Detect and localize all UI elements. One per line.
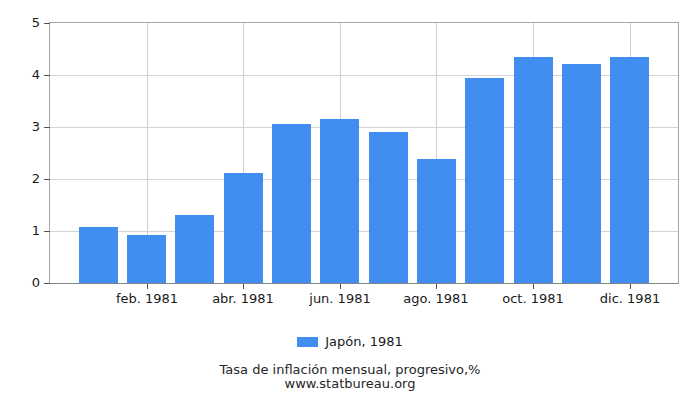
plot-area: [49, 22, 679, 284]
x-tick-mark: [340, 284, 341, 289]
y-tick-label: 3: [0, 119, 40, 135]
bar: [562, 64, 601, 283]
legend: Japón, 1981: [0, 334, 700, 349]
y-tick-label: 4: [0, 67, 40, 83]
chart-source-url: www.statbureau.org: [0, 377, 700, 391]
bar: [127, 235, 166, 283]
x-tick-label: feb. 1981: [102, 291, 192, 307]
x-tick-label: dic. 1981: [585, 291, 675, 307]
y-tick-label: 2: [0, 171, 40, 187]
y-tick-mark: [44, 75, 50, 76]
chart-footer: Tasa de inflación mensual, progresivo,% …: [0, 363, 700, 391]
x-tick-label: jun. 1981: [295, 291, 385, 307]
x-tick-label: abr. 1981: [198, 291, 288, 307]
legend-label: Japón, 1981: [325, 334, 403, 349]
bar: [610, 57, 649, 283]
y-tick-mark: [44, 23, 50, 24]
legend-color-swatch: [297, 337, 318, 347]
y-tick-mark: [44, 127, 50, 128]
y-tick-label: 0: [0, 275, 40, 291]
y-tick-mark: [44, 283, 50, 284]
x-tick-mark: [243, 284, 244, 289]
bar: [272, 124, 311, 283]
bar: [79, 227, 118, 283]
x-tick-label: oct. 1981: [488, 291, 578, 307]
x-tick-mark: [147, 284, 148, 289]
bar: [417, 159, 456, 283]
y-tick-label: 1: [0, 223, 40, 239]
chart-title: Tasa de inflación mensual, progresivo,%: [0, 363, 700, 377]
x-tick-mark: [533, 284, 534, 289]
x-tick-mark: [436, 284, 437, 289]
bar: [175, 215, 214, 283]
y-tick-label: 5: [0, 15, 40, 31]
y-tick-mark: [44, 231, 50, 232]
bar: [369, 132, 408, 283]
bar: [465, 78, 504, 283]
x-tick-mark: [630, 284, 631, 289]
bar: [320, 119, 359, 283]
bar: [224, 173, 263, 283]
bar: [514, 57, 553, 283]
inflation-chart-figure: 0 1 2 3 4 5 feb. 1981 abr. 1981 jun. 1981 ago. 19…: [0, 0, 700, 400]
x-tick-label: ago. 1981: [391, 291, 481, 307]
y-tick-mark: [44, 179, 50, 180]
